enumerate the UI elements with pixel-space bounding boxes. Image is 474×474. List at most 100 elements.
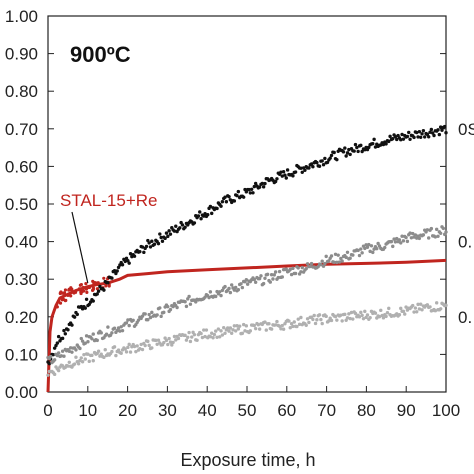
data-point [295, 324, 299, 329]
data-point [123, 259, 127, 264]
data-point [328, 156, 332, 160]
data-point [106, 281, 110, 285]
data-point [91, 286, 95, 290]
data-point [351, 317, 355, 321]
data-point [60, 336, 65, 341]
y-axis: 0.00 0.10 0.20 0.30 0.40 0.50 0.60 0.70 0.80 0.90… [5, 7, 446, 402]
data-point [150, 346, 154, 350]
data-point [339, 256, 343, 261]
data-point [291, 324, 295, 329]
data-point [433, 309, 438, 313]
data-point [188, 302, 193, 306]
data-point [292, 320, 296, 324]
data-point [79, 291, 83, 296]
data-point [432, 133, 436, 138]
data-point [311, 317, 315, 322]
data-point [170, 343, 174, 347]
data-point [194, 300, 198, 304]
data-point [279, 327, 283, 331]
data-point [110, 331, 114, 335]
data-point [140, 245, 145, 249]
data-point [150, 239, 154, 243]
data-point [70, 323, 74, 327]
data-point [416, 302, 420, 307]
data-point [46, 373, 50, 377]
data-point [365, 313, 370, 317]
data-point [67, 360, 71, 364]
y-tick-label: 0.00 [5, 383, 38, 402]
data-point [413, 306, 418, 310]
data-point [147, 343, 151, 348]
data-point [158, 232, 162, 236]
data-point [425, 228, 430, 232]
x-tick-label: 10 [78, 401, 97, 420]
data-point [235, 193, 239, 198]
data-point [349, 310, 354, 315]
data-point [156, 241, 161, 246]
data-point [68, 346, 73, 350]
data-point [373, 145, 378, 149]
data-point [232, 324, 237, 328]
data-point [204, 328, 209, 332]
data-point [260, 181, 265, 186]
data-point [426, 135, 431, 139]
data-point [347, 312, 351, 316]
data-point [332, 260, 336, 264]
data-point [280, 275, 284, 279]
data-point [110, 276, 114, 280]
data-point [215, 206, 219, 211]
data-point [52, 346, 57, 350]
data-point [83, 341, 87, 345]
data-point [420, 308, 424, 312]
data-point [320, 259, 324, 263]
data-point [343, 146, 347, 150]
data-point [327, 319, 331, 323]
data-point [357, 315, 362, 319]
data-point [166, 342, 170, 347]
data-point [202, 328, 206, 332]
data-point [309, 261, 314, 266]
data-point [376, 241, 380, 246]
data-point [444, 131, 448, 135]
data-point [211, 336, 215, 340]
data-point [236, 327, 241, 331]
data-point [296, 266, 300, 270]
data-point [438, 307, 443, 311]
right-series-label: 0. [458, 308, 472, 327]
data-point [214, 294, 218, 299]
data-point [399, 137, 403, 142]
data-point [263, 181, 267, 186]
data-point [273, 179, 278, 184]
data-point [299, 166, 303, 170]
data-point [411, 303, 415, 308]
data-point [293, 271, 298, 276]
data-point [251, 191, 255, 195]
data-point [367, 242, 371, 247]
data-point [183, 333, 187, 338]
data-point [417, 307, 422, 311]
data-point [244, 324, 249, 328]
data-point [379, 308, 383, 313]
data-point [389, 239, 394, 244]
data-point [222, 325, 226, 330]
data-point [232, 288, 237, 292]
data-point [319, 317, 323, 322]
data-point [284, 267, 288, 271]
data-point [127, 323, 131, 328]
data-point [385, 311, 390, 315]
data-point [381, 316, 386, 320]
data-point [335, 260, 339, 265]
data-point [80, 339, 85, 343]
data-point [241, 322, 246, 327]
series-3 [46, 225, 448, 365]
data-point [353, 142, 358, 147]
data-point [112, 345, 117, 349]
data-point [160, 239, 165, 243]
data-point [126, 345, 130, 350]
data-point [155, 313, 159, 317]
data-point [333, 252, 338, 256]
data-point [143, 343, 147, 348]
data-point [340, 259, 344, 263]
data-point [267, 322, 271, 326]
data-point [183, 225, 187, 229]
